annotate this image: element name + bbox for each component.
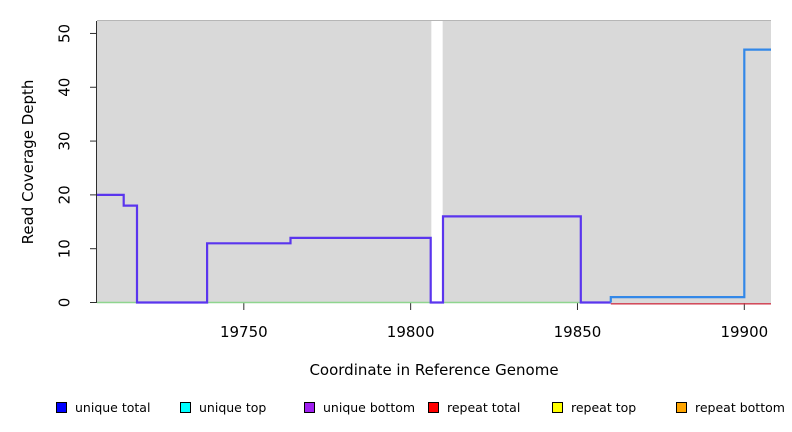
y-tick-label: 40: [56, 78, 74, 97]
y-tick-label: 50: [56, 24, 74, 43]
y-tick-label: 30: [56, 132, 74, 151]
x-tick-label: 19750: [220, 323, 268, 341]
legend-swatch-icon: [304, 402, 315, 413]
legend-item-unique-bottom: unique bottom: [304, 400, 428, 415]
y-axis-title: Read Coverage Depth: [19, 79, 37, 245]
no-data-gap: [431, 21, 443, 303]
legend-label: unique bottom: [323, 400, 416, 415]
legend: unique total unique top unique bottom repea…: [56, 400, 792, 415]
x-tick-label: 19800: [387, 323, 435, 341]
legend-label: repeat top: [571, 400, 637, 415]
x-tick-label: 19900: [720, 323, 768, 341]
y-tick-label: 20: [56, 185, 74, 204]
legend-item-repeat-bottom: repeat bottom: [676, 400, 792, 415]
legend-item-repeat-top: repeat top: [552, 400, 676, 415]
legend-item-unique-total: unique total: [56, 400, 180, 415]
series-unique-total-line: [609, 48, 771, 303]
legend-item-repeat-total: repeat total: [428, 400, 552, 415]
legend-item-unique-top: unique top: [180, 400, 304, 415]
legend-label: repeat total: [447, 400, 521, 415]
legend-label: unique top: [199, 400, 267, 415]
x-axis-title: Coordinate in Reference Genome: [309, 361, 559, 379]
legend-label: unique total: [75, 400, 151, 415]
legend-swatch-icon: [56, 402, 67, 413]
chart-svg: 0 10 20 30 40 50 19750 19800 19850 19900: [56, 20, 771, 341]
legend-swatch-icon: [552, 402, 563, 413]
x-tick-label: 19850: [554, 323, 602, 341]
legend-swatch-icon: [676, 402, 687, 413]
y-tick-label: 0: [56, 298, 74, 308]
legend-swatch-icon: [428, 402, 439, 413]
y-tick-label: 10: [56, 239, 74, 258]
series-unique-bottom-line: [97, 193, 611, 304]
legend-swatch-icon: [180, 402, 191, 413]
legend-label: repeat bottom: [695, 400, 785, 415]
